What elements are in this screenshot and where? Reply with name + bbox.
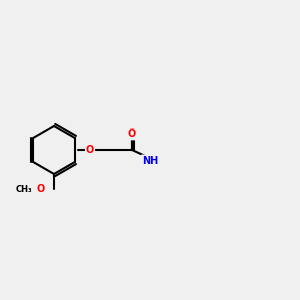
Text: O: O <box>128 129 136 140</box>
Text: NH: NH <box>142 155 158 166</box>
Text: O: O <box>36 184 45 194</box>
Text: O: O <box>86 145 94 155</box>
Text: CH₃: CH₃ <box>16 184 32 194</box>
Text: O: O <box>128 128 136 139</box>
